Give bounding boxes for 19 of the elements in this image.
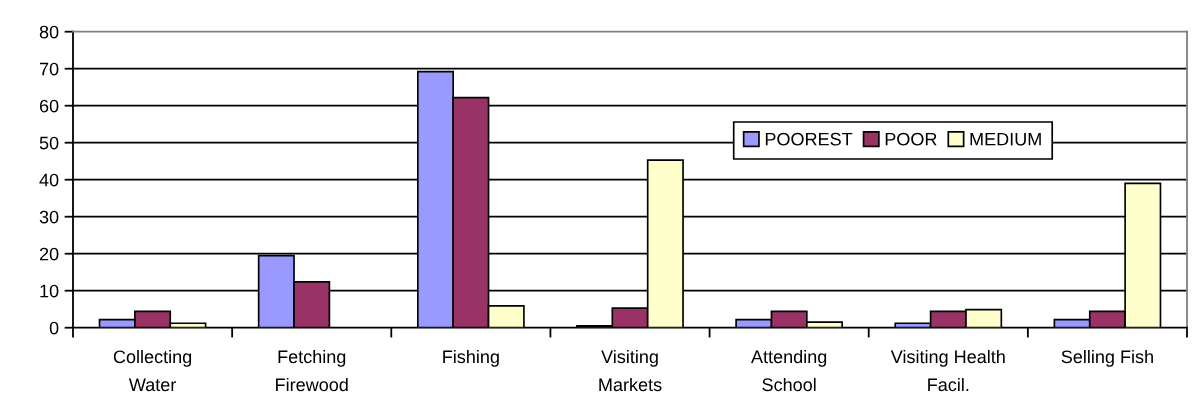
y-tick-label: 40: [39, 173, 59, 187]
y-tick-label: 70: [39, 62, 59, 76]
legend-label: MEDIUM: [970, 132, 1041, 146]
x-tick-label: Fetching Firewood: [276, 349, 348, 392]
x-tick-label: Selling Fish: [1061, 349, 1153, 367]
x-tick-label: Visiting Markets: [599, 349, 662, 392]
legend-label: POOR: [885, 132, 937, 146]
y-tick-label: 50: [39, 136, 59, 150]
x-tick-label: Collecting Water: [113, 349, 192, 392]
y-tick-label: 60: [39, 99, 59, 113]
y-tick-label: 30: [39, 210, 59, 224]
y-tick-label: 80: [39, 25, 59, 39]
x-tick-label: Fishing: [443, 349, 499, 367]
y-tick-label: 0: [49, 321, 59, 335]
y-tick-label: 10: [40, 284, 59, 298]
x-tick-label: Attending School: [751, 349, 827, 392]
y-tick-label: 20: [39, 247, 59, 261]
legend-label: POOREST: [765, 132, 853, 146]
x-tick-label: Visiting Health Facil.: [890, 349, 1005, 392]
